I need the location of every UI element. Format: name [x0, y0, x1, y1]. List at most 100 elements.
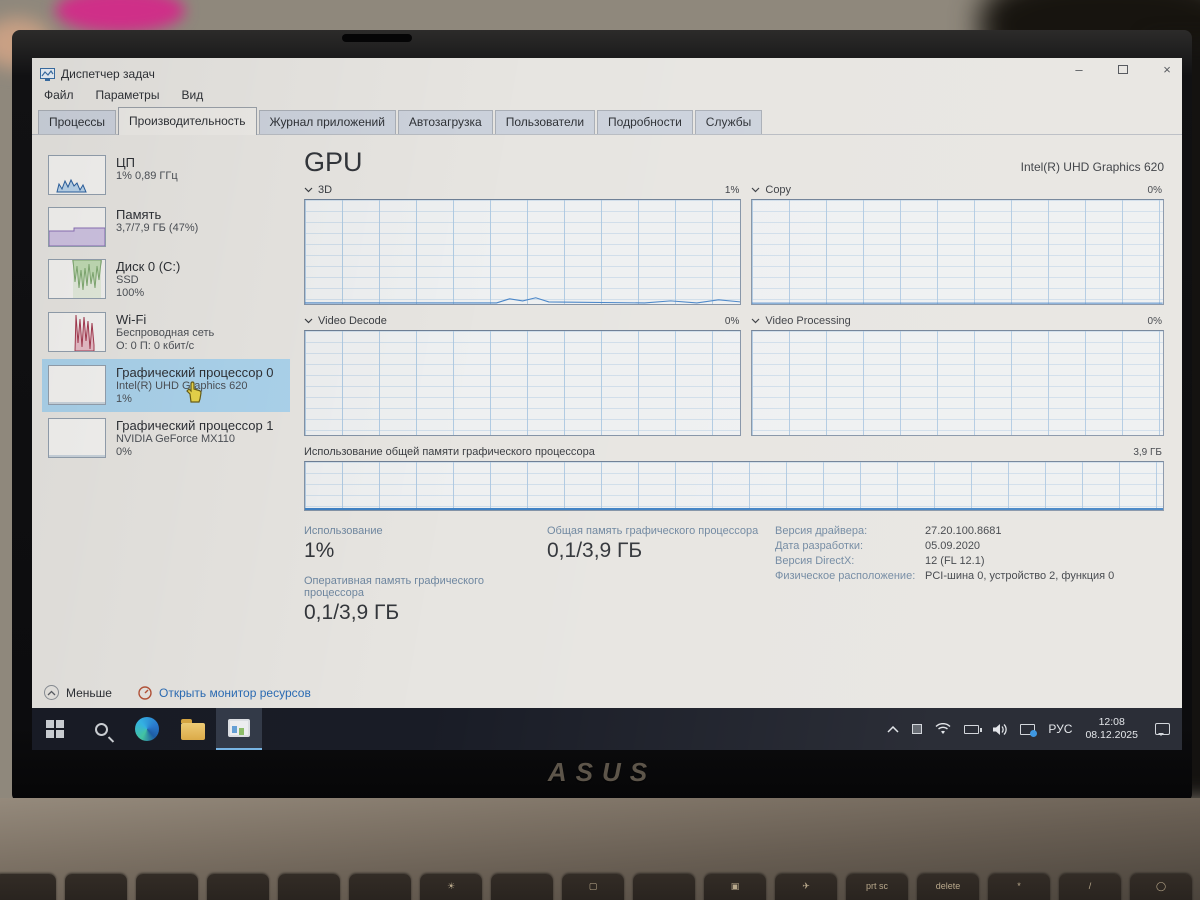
keyboard-key	[278, 874, 340, 900]
sidebar-item-title: Wi-Fi	[116, 312, 147, 327]
usage-value: 1%	[304, 539, 335, 562]
minimize-button[interactable]: –	[1075, 62, 1083, 77]
taskbar-edge-button[interactable]	[124, 708, 170, 750]
window-title: Диспетчер задач	[61, 67, 155, 81]
action-center-icon[interactable]	[1155, 723, 1170, 736]
chevron-down-icon[interactable]	[304, 318, 313, 324]
gpu1-mini-chart	[48, 418, 106, 458]
chart-3d	[304, 199, 742, 305]
sidebar-item-detail: 3,7/7,9 ГБ (47%)	[116, 222, 199, 234]
sidebar-item-memory[interactable]: Память 3,7/7,9 ГБ (47%)	[42, 201, 290, 253]
menu-file[interactable]: Файл	[44, 88, 74, 102]
dedicated-memory-value: 0,1/3,9 ГБ	[304, 601, 400, 624]
tray-chevron-up-icon[interactable]	[887, 725, 899, 733]
tab-users[interactable]: Пользователи	[494, 110, 596, 134]
titlebar[interactable]: Диспетчер задач – ×	[32, 58, 1182, 84]
open-resource-monitor-link[interactable]: Открыть монитор ресурсов	[138, 686, 311, 700]
sidebar-item-disk[interactable]: Диск 0 (C:) SSD 100%	[42, 253, 290, 306]
keyboard-key: ▢	[562, 874, 624, 900]
shared-memory-chart-max: 3,9 ГБ	[1133, 446, 1162, 458]
open-resource-monitor-label: Открыть монитор ресурсов	[158, 685, 311, 700]
driver-date-label: Дата разработки:	[775, 540, 864, 552]
tab-startup[interactable]: Автозагрузка	[397, 110, 493, 134]
shared-memory-value: 0,1/3,9 ГБ	[547, 539, 643, 562]
driver-version-label: Версия драйвера:	[775, 525, 868, 537]
laptop-screen: Диспетчер задач – × Файл Параметры Вид П…	[32, 58, 1182, 750]
chart-label-video-processing: Video Processing	[765, 315, 851, 327]
sidebar-item-gpu1[interactable]: Графический процессор 1 NVIDIA GeForce M…	[42, 412, 290, 465]
close-button[interactable]: ×	[1163, 62, 1171, 77]
graphics-tray-icon[interactable]	[1020, 723, 1038, 737]
gpu-device-name: Intel(R) UHD Graphics 620	[1020, 160, 1164, 174]
task-manager-app-icon	[40, 67, 55, 81]
taskbar-clock[interactable]: 12:08 08.12.2025	[1085, 716, 1138, 742]
asus-logo: ASUS	[547, 757, 657, 787]
taskbar-time: 12:08	[1098, 716, 1125, 728]
tab-performance[interactable]: Производительность	[118, 107, 257, 135]
fewer-details-button[interactable]: Меньше	[44, 685, 112, 700]
tab-services[interactable]: Службы	[694, 110, 763, 134]
taskbar-search-button[interactable]	[78, 708, 124, 750]
physical-location-value: PCI-шина 0, устройство 2, функция 0	[925, 570, 1115, 582]
maximize-button[interactable]	[1114, 62, 1132, 77]
fewer-details-label: Меньше	[66, 685, 112, 700]
laptop-bezel: Диспетчер задач – × Файл Параметры Вид П…	[12, 30, 1192, 802]
keyboard-key-slash: /	[1059, 874, 1121, 900]
battery-icon[interactable]	[964, 724, 983, 734]
lid-notch	[342, 34, 412, 42]
directx-version-value: 12 (FL 12.1)	[925, 555, 985, 567]
sidebar-item-detail: SSD	[116, 274, 139, 286]
volume-icon[interactable]	[992, 723, 1008, 736]
sidebar-item-title: Диск 0 (C:)	[116, 259, 181, 274]
tab-details[interactable]: Подробности	[597, 110, 693, 134]
chart-shared-memory	[304, 461, 1164, 511]
sidebar-item-detail: О: 0 П: 0 кбит/с	[116, 340, 195, 352]
shared-memory-usage-line	[305, 508, 1163, 510]
keyboard-key	[633, 874, 695, 900]
disk-mini-chart	[48, 259, 106, 299]
chart-video-processing	[751, 330, 1164, 436]
chevron-up-icon	[44, 685, 59, 700]
background-pink-object	[55, 0, 185, 33]
language-indicator[interactable]: РУС	[1048, 722, 1073, 736]
sidebar-item-title: Графический процессор 1	[116, 418, 274, 433]
dedicated-memory-label: Оперативная память графического процессо…	[304, 575, 485, 599]
keyboard-key-prtsc: prt sc	[846, 874, 908, 900]
sidebar-item-gpu0[interactable]: Графический процессор 0 Intel(R) UHD Gra…	[42, 359, 290, 412]
sidebar-item-cpu[interactable]: ЦП 1% 0,89 ГГц	[42, 149, 290, 201]
tab-app-history[interactable]: Журнал приложений	[258, 110, 396, 134]
gpu-stats: Использование 1% Оперативная память граф…	[304, 525, 1164, 637]
menu-bar: Файл Параметры Вид	[32, 84, 1182, 107]
edge-browser-icon	[135, 717, 159, 741]
chart-video-decode	[304, 330, 742, 436]
tab-processes[interactable]: Процессы	[38, 110, 117, 134]
keyboard-row: ☀ ▢ ▣ ✈ prt sc delete * / ◯	[0, 874, 1200, 900]
chart-label-video-decode: Video Decode	[318, 315, 387, 327]
task-manager-window: Диспетчер задач – × Файл Параметры Вид П…	[32, 58, 1182, 708]
keyboard-key: ▣	[704, 874, 766, 900]
chart-value-video-decode: 0%	[724, 315, 740, 327]
keyboard-key-power: ◯	[1130, 874, 1192, 900]
keyboard-key	[349, 874, 411, 900]
menu-options[interactable]: Параметры	[95, 88, 160, 102]
performance-sidebar: ЦП 1% 0,89 ГГц Память	[32, 135, 290, 695]
windows-taskbar: РУС 12:08 08.12.2025	[32, 708, 1182, 750]
keyboard-key	[136, 874, 198, 900]
keyboard-key	[491, 874, 553, 900]
tray-app-icon[interactable]	[912, 724, 923, 734]
menu-view[interactable]: Вид	[181, 88, 204, 102]
taskbar-file-explorer-button[interactable]	[170, 708, 216, 750]
gpu-panel: GPU Intel(R) UHD Graphics 620 3D 1%	[290, 135, 1182, 695]
chevron-down-icon[interactable]	[751, 318, 760, 324]
wifi-icon[interactable]	[935, 723, 951, 735]
sidebar-item-wifi[interactable]: Wi-Fi Беспроводная сеть О: 0 П: 0 кбит/с	[42, 306, 290, 359]
memory-mini-chart	[48, 207, 106, 247]
keyboard-key	[65, 874, 127, 900]
chevron-down-icon[interactable]	[751, 187, 760, 193]
keyboard-key	[0, 874, 56, 900]
taskbar-task-manager-button[interactable]	[216, 708, 262, 750]
gpu0-mini-chart	[48, 365, 106, 405]
start-button[interactable]	[32, 708, 78, 750]
chevron-down-icon[interactable]	[304, 187, 313, 193]
resource-monitor-icon	[138, 685, 152, 700]
